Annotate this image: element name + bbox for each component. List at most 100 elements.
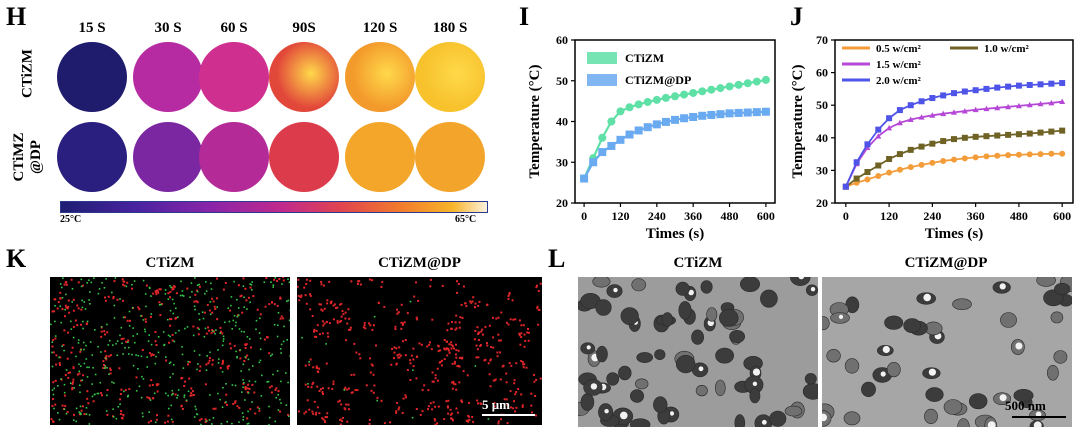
vacuole: [822, 413, 827, 422]
green-dot: [191, 290, 193, 293]
red-dot: [169, 318, 171, 321]
red-dot: [373, 384, 376, 387]
cell: [1054, 282, 1071, 296]
green-dot: [238, 328, 241, 330]
green-dot: [280, 343, 283, 346]
red-dot: [321, 309, 324, 312]
red-dot: [452, 382, 455, 385]
red-dot: [509, 390, 512, 393]
red-dot: [332, 383, 335, 386]
green-dot: [128, 310, 131, 313]
green-dot: [198, 328, 200, 330]
red-dot: [156, 289, 159, 292]
green-dot: [231, 422, 233, 425]
red-dot: [454, 383, 457, 386]
green-dot: [111, 381, 113, 383]
green-dot: [234, 324, 237, 327]
red-dot: [256, 406, 259, 409]
data-point: [598, 148, 607, 157]
red-dot: [204, 418, 207, 421]
red-dot: [371, 328, 374, 331]
green-dot: [243, 382, 245, 384]
vacuole: [999, 394, 1007, 402]
cell: [884, 315, 904, 330]
red-dot: [208, 309, 211, 312]
green-dot: [254, 380, 257, 383]
red-dot: [124, 389, 127, 392]
vacuole: [1035, 411, 1042, 418]
x-tick-label: 240: [648, 209, 666, 223]
red-dot: [420, 343, 423, 346]
red-dot: [460, 303, 463, 306]
red-dot: [489, 358, 492, 361]
red-dot: [413, 295, 416, 298]
red-dot: [489, 385, 492, 388]
red-dot: [508, 362, 511, 365]
red-dot: [466, 374, 469, 377]
green-dot: [81, 306, 84, 309]
red-dot: [120, 338, 123, 341]
red-dot: [238, 406, 241, 409]
thermal-disk: [199, 42, 269, 112]
green-dot: [287, 299, 290, 302]
red-dot: [219, 326, 222, 329]
red-dot: [318, 333, 321, 336]
red-dot: [421, 410, 424, 413]
data-point: [671, 115, 679, 124]
red-dot: [66, 307, 69, 310]
red-dot: [155, 418, 158, 421]
cell: [1053, 350, 1068, 364]
l-right-title: CTiZM@DP: [904, 255, 988, 271]
green-dot: [239, 349, 242, 351]
red-dot: [509, 318, 512, 321]
red-dot: [403, 321, 406, 324]
red-dot: [482, 333, 484, 336]
red-dot: [324, 416, 327, 418]
red-dot: [100, 335, 103, 338]
red-dot: [169, 290, 172, 293]
series-2-0-w-cm-: [842, 80, 1066, 190]
green-dot: [140, 355, 143, 358]
green-dot: [268, 423, 270, 425]
green-dot: [165, 392, 167, 395]
cell: [678, 301, 692, 320]
red-dot: [437, 344, 440, 347]
data-point: [918, 143, 925, 150]
row-label-dp: @DP: [28, 140, 44, 174]
green-dot: [89, 303, 91, 305]
red-dot: [427, 405, 430, 408]
green-dot: [220, 423, 223, 425]
vacuole: [669, 411, 675, 416]
green-dot: [136, 333, 138, 335]
green-dot: [150, 313, 153, 315]
red-dot: [315, 411, 318, 414]
green-dot: [247, 422, 250, 425]
x-tick-label: 480: [1010, 209, 1028, 223]
green-dot: [150, 295, 152, 297]
red-dot: [155, 293, 158, 296]
cell: [706, 307, 718, 322]
red-dot: [51, 345, 54, 348]
green-dot: [230, 304, 232, 307]
red-dot: [159, 314, 162, 317]
red-dot: [131, 287, 134, 290]
red-dot: [416, 355, 419, 358]
cell: [691, 329, 704, 345]
red-dot: [539, 282, 542, 285]
legend-label: CTiZM@DP: [625, 73, 691, 87]
data-point: [1026, 130, 1033, 137]
red-dot: [53, 310, 56, 313]
green-dot: [167, 394, 169, 397]
red-dot: [54, 337, 57, 340]
red-dot: [148, 397, 151, 400]
red-dot: [496, 351, 499, 354]
green-dot: [112, 408, 114, 410]
red-dot: [461, 357, 464, 360]
red-dot: [216, 297, 218, 300]
red-dot: [372, 373, 375, 376]
red-dot: [152, 397, 155, 400]
red-dot: [446, 340, 448, 343]
red-dot: [539, 377, 542, 380]
green-dot: [236, 298, 238, 301]
green-dot: [222, 340, 225, 342]
